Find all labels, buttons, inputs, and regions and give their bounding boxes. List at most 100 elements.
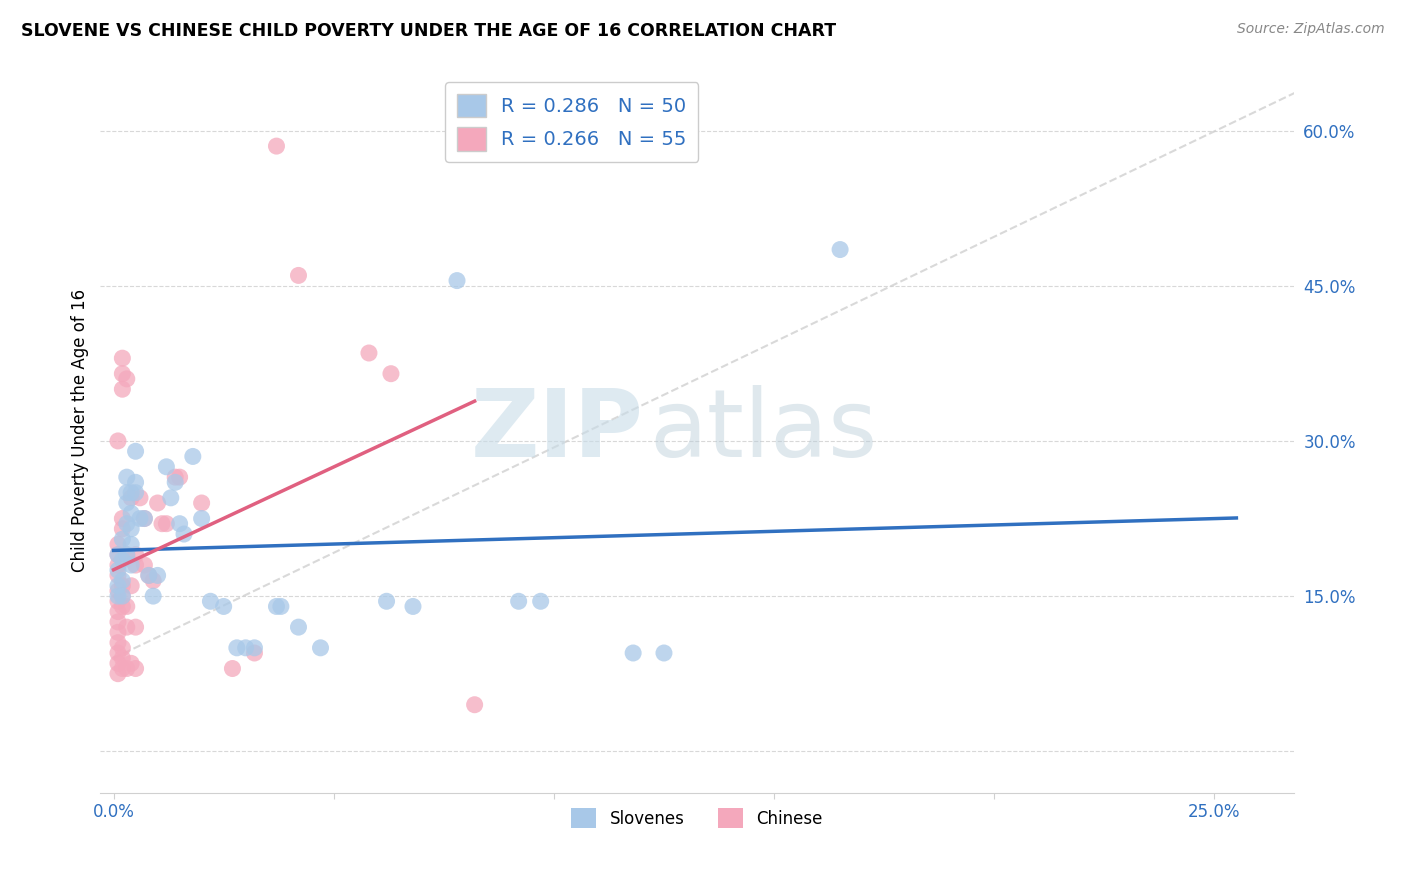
- Point: [120, 485, 142, 500]
- Point: [129, 491, 152, 505]
- Point: [120, 506, 142, 520]
- Point: [190, 511, 212, 525]
- Point: [115, 372, 138, 386]
- Point: [107, 568, 129, 582]
- Point: [446, 274, 468, 288]
- Point: [212, 599, 235, 614]
- Point: [200, 594, 222, 608]
- Point: [652, 646, 675, 660]
- Point: [165, 475, 187, 490]
- Point: [120, 491, 142, 505]
- Point: [124, 620, 146, 634]
- Point: [146, 568, 169, 582]
- Point: [146, 496, 169, 510]
- Point: [134, 558, 156, 572]
- Point: [270, 599, 292, 614]
- Point: [120, 537, 142, 551]
- Point: [107, 589, 129, 603]
- Point: [159, 491, 181, 505]
- Point: [111, 661, 134, 675]
- Point: [142, 589, 165, 603]
- Point: [124, 661, 146, 675]
- Y-axis label: Child Poverty Under the Age of 16: Child Poverty Under the Age of 16: [72, 289, 89, 572]
- Point: [107, 625, 129, 640]
- Point: [508, 594, 530, 608]
- Point: [111, 553, 134, 567]
- Point: [111, 640, 134, 655]
- Point: [173, 527, 195, 541]
- Point: [107, 537, 129, 551]
- Point: [402, 599, 425, 614]
- Point: [169, 470, 191, 484]
- Point: [142, 574, 165, 588]
- Point: [124, 444, 146, 458]
- Point: [134, 511, 156, 525]
- Point: [107, 558, 129, 572]
- Point: [357, 346, 380, 360]
- Point: [115, 516, 138, 531]
- Point: [111, 367, 134, 381]
- Point: [309, 640, 332, 655]
- Point: [169, 516, 191, 531]
- Point: [107, 594, 129, 608]
- Point: [107, 605, 129, 619]
- Point: [129, 511, 152, 525]
- Text: Source: ZipAtlas.com: Source: ZipAtlas.com: [1237, 22, 1385, 37]
- Point: [115, 599, 138, 614]
- Text: SLOVENE VS CHINESE CHILD POVERTY UNDER THE AGE OF 16 CORRELATION CHART: SLOVENE VS CHINESE CHILD POVERTY UNDER T…: [21, 22, 837, 40]
- Point: [107, 635, 129, 649]
- Point: [830, 243, 852, 257]
- Point: [115, 496, 138, 510]
- Point: [120, 657, 142, 671]
- Point: [111, 651, 134, 665]
- Point: [380, 367, 402, 381]
- Point: [243, 640, 266, 655]
- Point: [138, 568, 160, 582]
- Point: [107, 646, 129, 660]
- Point: [115, 661, 138, 675]
- Point: [111, 382, 134, 396]
- Point: [111, 511, 134, 525]
- Point: [111, 522, 134, 536]
- Point: [235, 640, 257, 655]
- Point: [107, 434, 129, 448]
- Point: [287, 268, 309, 283]
- Point: [107, 563, 129, 577]
- Point: [111, 351, 134, 366]
- Point: [120, 579, 142, 593]
- Point: [107, 548, 129, 562]
- Point: [115, 485, 138, 500]
- Point: [107, 666, 129, 681]
- Point: [107, 657, 129, 671]
- Point: [155, 516, 177, 531]
- Point: [190, 496, 212, 510]
- Point: [115, 620, 138, 634]
- Point: [165, 470, 187, 484]
- Point: [107, 548, 129, 562]
- Legend: Slovenes, Chinese: Slovenes, Chinese: [565, 801, 830, 835]
- Point: [155, 459, 177, 474]
- Point: [134, 511, 156, 525]
- Point: [266, 599, 288, 614]
- Point: [107, 583, 129, 598]
- Point: [124, 548, 146, 562]
- Point: [111, 579, 134, 593]
- Point: [115, 470, 138, 484]
- Point: [111, 599, 134, 614]
- Point: [124, 475, 146, 490]
- Point: [621, 646, 644, 660]
- Point: [375, 594, 398, 608]
- Point: [266, 139, 288, 153]
- Point: [243, 646, 266, 660]
- Point: [225, 640, 247, 655]
- Point: [115, 548, 138, 562]
- Point: [120, 558, 142, 572]
- Point: [111, 589, 134, 603]
- Point: [115, 548, 138, 562]
- Point: [107, 615, 129, 629]
- Point: [120, 522, 142, 536]
- Point: [111, 574, 134, 588]
- Text: atlas: atlas: [650, 384, 877, 476]
- Point: [464, 698, 486, 712]
- Point: [111, 532, 134, 546]
